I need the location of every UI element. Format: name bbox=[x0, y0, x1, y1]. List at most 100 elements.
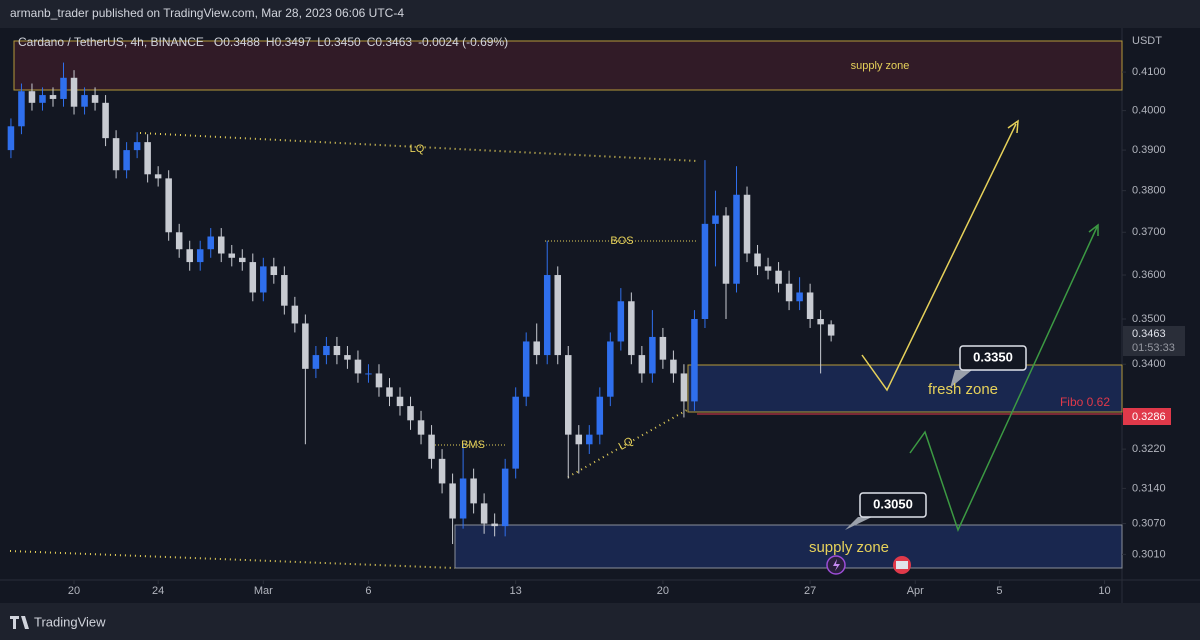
candle-body bbox=[7, 126, 15, 151]
candle-body bbox=[428, 434, 435, 459]
candle-body bbox=[365, 373, 372, 375]
candle-body bbox=[764, 266, 772, 271]
candle-body bbox=[70, 77, 78, 107]
candle-body bbox=[291, 305, 299, 324]
callout-pointer bbox=[950, 370, 972, 388]
candle-body bbox=[386, 387, 393, 397]
candle-body bbox=[607, 341, 614, 397]
bottom-bar bbox=[0, 603, 1200, 640]
candle-body bbox=[60, 77, 67, 99]
candle-body bbox=[249, 262, 257, 293]
candle-body bbox=[39, 95, 46, 103]
candle-body bbox=[617, 301, 625, 342]
y-tick-label: 0.3070 bbox=[1132, 517, 1166, 529]
candle-body bbox=[491, 523, 498, 527]
x-tick-label: 5 bbox=[996, 585, 1002, 597]
candle-body bbox=[154, 174, 162, 179]
x-tick-label: 13 bbox=[510, 585, 522, 597]
candle-body bbox=[312, 355, 320, 369]
candle-body bbox=[407, 406, 414, 421]
fresh-zone bbox=[687, 364, 1123, 413]
brand: TradingView bbox=[34, 614, 106, 629]
x-tick-label: 27 bbox=[804, 585, 816, 597]
y-tick-label: 0.3800 bbox=[1132, 185, 1166, 197]
y-tick-label: 0.3220 bbox=[1132, 443, 1166, 455]
candle-body bbox=[28, 91, 36, 103]
brand-logo bbox=[10, 616, 29, 629]
y-tick-label: 0.3600 bbox=[1132, 269, 1166, 281]
projection-yellow bbox=[861, 123, 1017, 392]
candle-body bbox=[722, 215, 730, 284]
projection-green bbox=[909, 226, 1098, 533]
candle-body bbox=[239, 257, 246, 263]
event-icon-glyph bbox=[833, 559, 840, 571]
candle-body bbox=[470, 478, 477, 504]
candle-body bbox=[638, 355, 646, 374]
candle-body bbox=[165, 178, 172, 233]
x-tick-label: 6 bbox=[365, 585, 371, 597]
ohlc-value: L0.3450 bbox=[317, 35, 361, 49]
fibo-price-box bbox=[1123, 408, 1171, 425]
candle-body bbox=[501, 468, 509, 527]
candle-body bbox=[827, 324, 835, 336]
last-price: 0.3463 bbox=[1132, 328, 1166, 340]
callout-box bbox=[859, 492, 927, 518]
callout-pointer bbox=[845, 517, 872, 530]
candle-body bbox=[18, 91, 25, 127]
last-price-box bbox=[1123, 326, 1185, 356]
candle-body bbox=[354, 359, 362, 374]
candle-body bbox=[564, 355, 572, 435]
candle-body bbox=[701, 223, 709, 319]
candle-body bbox=[207, 236, 214, 250]
annotation: Fibo 0.62 bbox=[1060, 395, 1110, 409]
candle-body bbox=[785, 283, 793, 302]
candle-body bbox=[217, 236, 225, 254]
y-axis-title: USDT bbox=[1132, 35, 1162, 47]
candle-body bbox=[91, 95, 99, 103]
candle-body bbox=[417, 420, 425, 435]
arrow-head bbox=[1088, 223, 1099, 236]
y-tick-label: 0.3700 bbox=[1132, 226, 1166, 238]
annotation: fresh zone bbox=[928, 381, 998, 398]
candle-body bbox=[396, 396, 404, 407]
y-tick-label: 0.3900 bbox=[1132, 144, 1166, 156]
candle-body bbox=[112, 138, 120, 171]
annotation: 0.3350 bbox=[973, 349, 1013, 364]
supply-zone-top bbox=[13, 40, 1123, 91]
candle-body bbox=[817, 318, 824, 325]
candle-body bbox=[228, 253, 236, 258]
x-tick-label: Mar bbox=[254, 585, 273, 597]
annotation: supply zone bbox=[851, 60, 910, 72]
candle-body bbox=[575, 434, 583, 445]
top-bar bbox=[0, 0, 1200, 28]
chart-title: Cardano / TetherUS, 4h, BINANCE bbox=[18, 35, 204, 49]
candle-body bbox=[743, 194, 751, 254]
candle-body bbox=[596, 396, 604, 435]
candle-body bbox=[796, 292, 803, 302]
candle-body bbox=[375, 373, 383, 388]
x-tick-label: 10 bbox=[1098, 585, 1110, 597]
candle-body bbox=[281, 275, 288, 306]
candle-body bbox=[102, 102, 109, 139]
candle-body bbox=[196, 249, 204, 263]
candle-body bbox=[49, 95, 57, 99]
callout-box bbox=[959, 345, 1027, 371]
candle-body bbox=[554, 275, 561, 356]
countdown: 01:53:33 bbox=[1132, 342, 1175, 354]
candle-body bbox=[512, 396, 519, 469]
x-tick-label: 20 bbox=[657, 585, 669, 597]
candle-body bbox=[522, 341, 530, 397]
candle-body bbox=[628, 301, 635, 356]
candle-body bbox=[81, 95, 88, 107]
candle-body bbox=[459, 478, 467, 519]
ohlc-value: C0.3463 bbox=[367, 35, 413, 49]
y-tick-label: 0.3500 bbox=[1132, 313, 1166, 325]
candle-body bbox=[691, 318, 698, 402]
y-tick-label: 0.3400 bbox=[1132, 358, 1166, 370]
ohlc-value: H0.3497 bbox=[266, 35, 312, 49]
x-tick-label: Apr bbox=[907, 585, 924, 597]
candle-body bbox=[586, 434, 593, 445]
y-tick-label: 0.4100 bbox=[1132, 66, 1166, 78]
candle-body bbox=[323, 345, 330, 356]
